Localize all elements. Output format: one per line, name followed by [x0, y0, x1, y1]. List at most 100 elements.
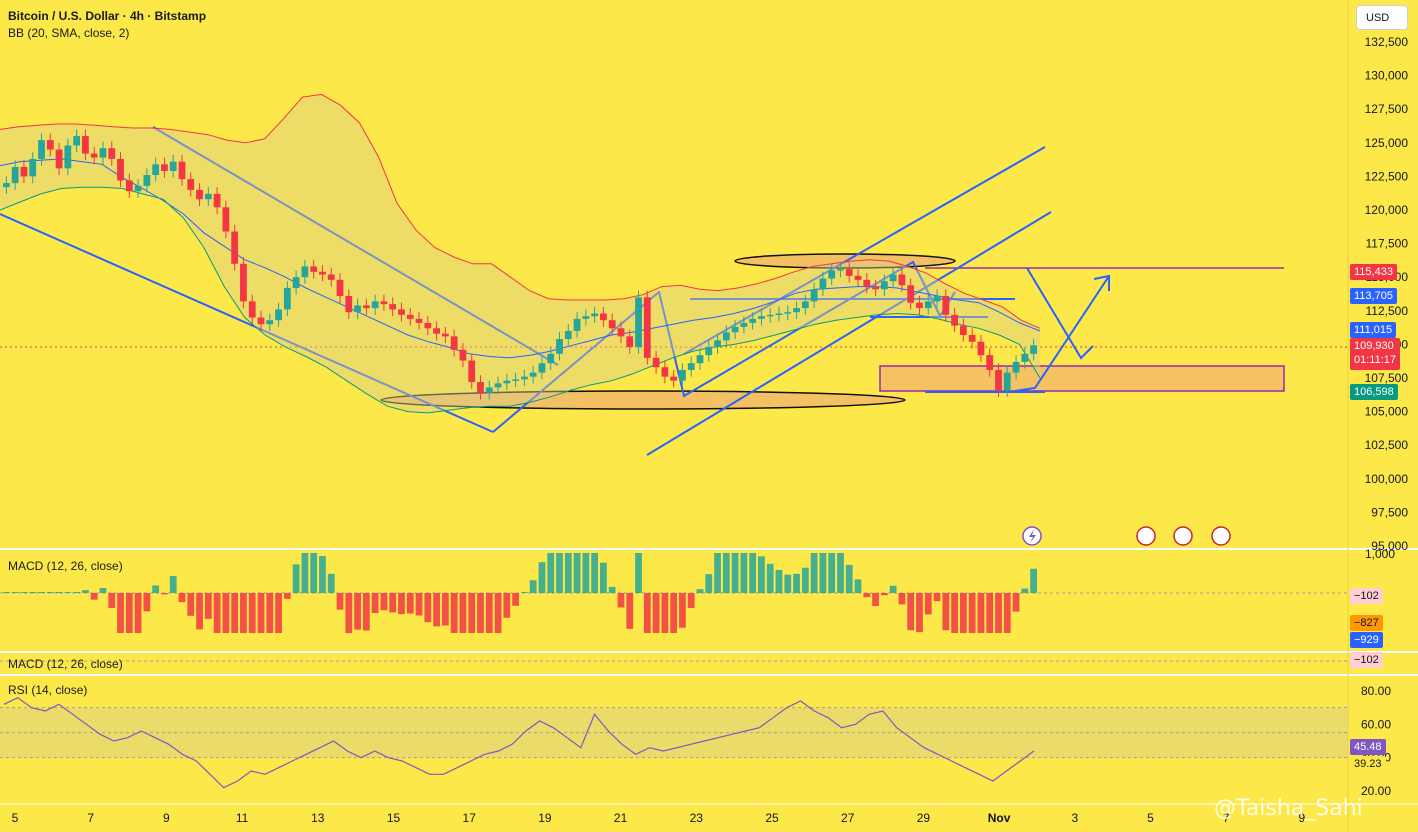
- candle-body: [222, 207, 230, 232]
- candle-body: [371, 301, 379, 309]
- candle-body: [968, 334, 976, 342]
- rsi-label[interactable]: RSI (14, close): [8, 683, 88, 697]
- time-tick-label: 9: [1299, 811, 1306, 825]
- time-tick-label: 7: [1223, 811, 1230, 825]
- macd-bar: [564, 553, 572, 593]
- candle-body: [196, 189, 203, 200]
- macd-bar: [415, 593, 423, 616]
- candle-body: [134, 185, 142, 192]
- candle-body: [108, 148, 116, 159]
- price-tick-label: 125,000: [1365, 136, 1409, 150]
- macd-bar: [591, 553, 599, 593]
- macd-bar: [310, 553, 318, 593]
- macd-hist-badge: −102: [1350, 588, 1383, 604]
- macd-bar: [178, 593, 186, 603]
- macd-bar: [11, 592, 19, 593]
- rsi-ma-badge: 39.23: [1350, 756, 1386, 772]
- candle-body: [178, 161, 186, 180]
- last-price-badge: 109,930 01:11:17: [1350, 338, 1401, 370]
- candle-body: [64, 145, 72, 169]
- rsi-line: [3, 697, 1035, 789]
- downtrend-line-lower[interactable]: [0, 213, 494, 433]
- macd-bar: [538, 562, 546, 593]
- candle-body: [459, 349, 467, 361]
- macd-label[interactable]: MACD (12, 26, close): [8, 559, 123, 573]
- macd2-hist-badge: −102: [1350, 652, 1383, 668]
- candle-body: [345, 296, 353, 313]
- macd-bar: [441, 593, 449, 626]
- macd-bar: [845, 564, 853, 593]
- bb-indicator-label[interactable]: BB (20, SMA, close, 2): [8, 26, 130, 40]
- candle-body: [1012, 361, 1020, 373]
- candle-body: [556, 339, 563, 354]
- macd-bar: [705, 574, 713, 593]
- currency-button[interactable]: USD: [1356, 5, 1408, 30]
- time-tick-label: 15: [387, 811, 401, 825]
- candle-body: [784, 312, 792, 314]
- candle-body: [248, 301, 256, 318]
- candle-body: [810, 289, 818, 302]
- candle-body: [731, 326, 739, 333]
- macd-bar: [222, 593, 230, 633]
- time-axis[interactable]: 5 7 9 11 13 15 17 19 21 23 25 27 29 Nov 3 5 7 9: [12, 811, 1306, 825]
- macd-bar: [292, 564, 300, 593]
- projection-arrowhead-up: [1093, 274, 1110, 291]
- downtrend-line-upper[interactable]: [152, 126, 559, 366]
- macd-bar: [459, 593, 467, 633]
- macd-bar: [793, 573, 800, 593]
- us-flag-icon[interactable]: [1211, 526, 1231, 546]
- macd-bar: [582, 553, 590, 593]
- candle-body: [538, 363, 546, 373]
- macd2-label[interactable]: MACD (12, 26, close): [8, 657, 123, 671]
- time-tick-label: 27: [841, 811, 855, 825]
- macd-bar: [424, 593, 432, 623]
- price-axis[interactable]: 132,500 130,000 127,500 125,000 122,500 120,0…: [1361, 35, 1408, 798]
- candle-body: [73, 136, 81, 146]
- rsi-tick-label: 20.00: [1361, 784, 1391, 798]
- candle-body: [564, 330, 572, 340]
- candle-body: [310, 266, 318, 272]
- candle-body: [117, 158, 124, 181]
- candle-body: [266, 320, 274, 325]
- time-tick-label: 3: [1071, 811, 1078, 825]
- candle-body: [652, 357, 660, 368]
- candle-body: [415, 318, 423, 323]
- macd-bar: [766, 563, 774, 593]
- price-tick-label: 100,000: [1365, 472, 1409, 486]
- resistance-price-badge: 115,433: [1350, 264, 1397, 280]
- macd-bar: [986, 593, 994, 633]
- projection-path-alt[interactable]: [1026, 267, 1094, 360]
- projection-path[interactable]: [1008, 275, 1110, 393]
- candle-body: [626, 336, 634, 348]
- candle-body: [880, 281, 888, 290]
- macd-bar: [477, 593, 484, 633]
- support-ellipse[interactable]: [380, 390, 906, 410]
- candle-body: [152, 164, 160, 176]
- macd-bar: [784, 574, 792, 593]
- macd-bar: [819, 553, 827, 593]
- macd-bar: [283, 593, 291, 599]
- event-icons[interactable]: [1022, 526, 1231, 546]
- macd-bar: [995, 593, 1002, 633]
- candle-body: [591, 313, 599, 317]
- us-flag-icon[interactable]: [1173, 526, 1193, 546]
- candle-body: [1030, 345, 1037, 354]
- demand-zone[interactable]: [879, 365, 1285, 392]
- candle-body: [942, 296, 950, 315]
- candle-body: [169, 161, 177, 172]
- macd-bar: [775, 569, 783, 593]
- candle-body: [582, 316, 590, 319]
- macd-bar: [362, 593, 370, 631]
- uptrend-line-lower[interactable]: [646, 211, 1052, 456]
- symbol-title: Bitcoin / U.S. Dollar · 4h · Bitstamp: [8, 9, 207, 23]
- bar-countdown: 01:11:17: [1354, 354, 1397, 366]
- macd-bar: [20, 592, 28, 593]
- macd-bar: [345, 593, 353, 633]
- macd-bar: [951, 593, 958, 633]
- macd-bar: [108, 593, 116, 608]
- us-flag-icon[interactable]: [1136, 526, 1156, 546]
- candle-body: [485, 387, 493, 393]
- macd-bar: [204, 593, 212, 619]
